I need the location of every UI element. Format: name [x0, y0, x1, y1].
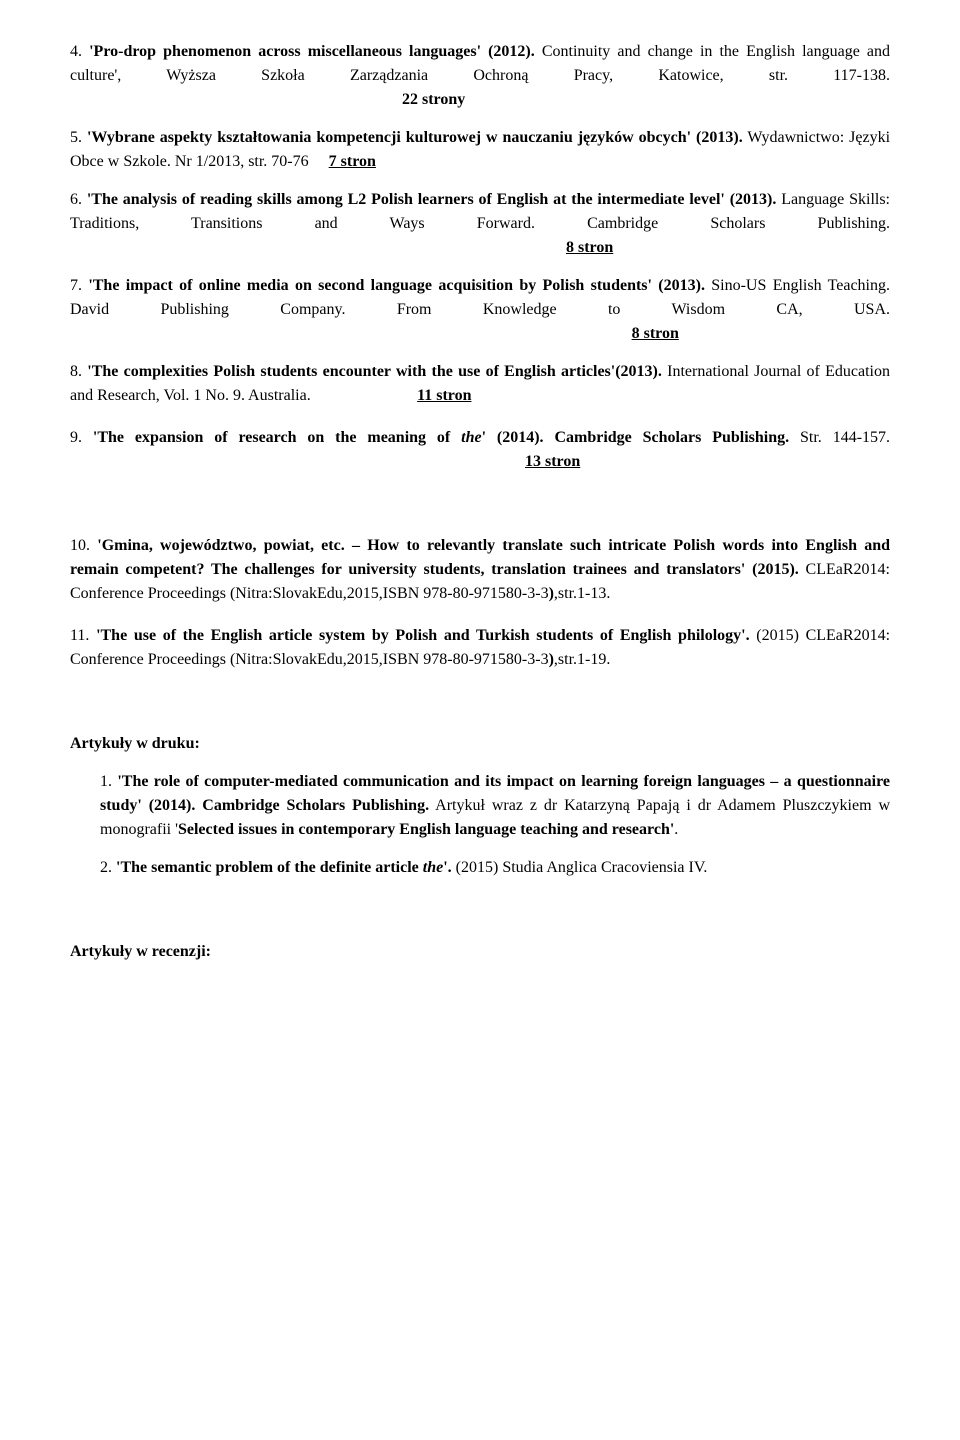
entry-title: 'Gmina, województwo, powiat, etc. – How … [70, 537, 890, 578]
entry-5: 5. 'Wybrane aspekty kształtowania kompet… [70, 126, 890, 174]
li-num: 2. [100, 859, 112, 876]
druku-item-2: 2. 'The semantic problem of the definite… [100, 856, 890, 880]
entry-tail: 11 stron [417, 387, 471, 404]
entry-title: 'The analysis of reading skills among L2… [87, 191, 777, 208]
druku-item-1: 1. 'The role of computer-mediated commun… [100, 770, 890, 842]
li-rest-bold: Selected issues in contemporary English … [178, 821, 674, 838]
section-druku-heading: Artykuły w druku: [70, 732, 890, 756]
entry-rest: Str. 144-157. [789, 429, 890, 446]
li-rest: (2015) Studia Anglica Cracoviensia IV. [452, 859, 708, 876]
li-title-b: '. [443, 859, 451, 876]
li-the: the [423, 859, 443, 876]
entry-title: 'The impact of online media on second la… [88, 277, 705, 294]
entry-title: 'The use of the English article system b… [96, 627, 750, 644]
entry-title: 'The complexities Polish students encoun… [87, 363, 662, 380]
entry-tail: 7 stron [329, 153, 376, 170]
entry-num: 6. [70, 191, 82, 208]
entry-num: 8. [70, 363, 82, 380]
entry-title-b: ' (2014). Cambridge Scholars Publishing. [482, 429, 790, 446]
entry-num: 11. [70, 627, 89, 644]
entry-title-a: 'The expansion of research on the meanin… [93, 429, 461, 446]
entry-tail: 8 stron [632, 325, 679, 342]
entry-10: 10. 'Gmina, województwo, powiat, etc. – … [70, 534, 890, 606]
entry-the: the [461, 429, 481, 446]
li-rest-b: . [674, 821, 678, 838]
entry-rest-b: ,str.1-13. [554, 585, 610, 602]
entry-num: 9. [70, 429, 82, 446]
entry-6: 6. 'The analysis of reading skills among… [70, 188, 890, 260]
entry-9: 9. 'The expansion of research on the mea… [70, 426, 890, 474]
druku-list: 1. 'The role of computer-mediated commun… [70, 770, 890, 880]
entry-8: 8. 'The complexities Polish students enc… [70, 360, 890, 408]
entry-7: 7. 'The impact of online media on second… [70, 274, 890, 346]
entry-tail: 13 stron [525, 453, 580, 470]
entry-title: 'Wybrane aspekty kształtowania kompetenc… [87, 129, 743, 146]
entry-tail: 22 strony [402, 91, 465, 108]
entry-num: 7. [70, 277, 82, 294]
li-num: 1. [100, 773, 112, 790]
entry-11: 11. 'The use of the English article syst… [70, 624, 890, 672]
entry-num: 10. [70, 537, 90, 554]
entry-title: 'Pro-drop phenomenon across miscellaneou… [89, 43, 535, 60]
entry-num: 5. [70, 129, 82, 146]
entry-num: 4. [70, 43, 82, 60]
li-title-a: 'The semantic problem of the definite ar… [116, 859, 423, 876]
entry-tail: 8 stron [566, 239, 613, 256]
section-recenzji-heading: Artykuły w recenzji: [70, 940, 890, 964]
entry-rest-b: ,str.1-19. [554, 651, 610, 668]
entry-4: 4. 'Pro-drop phenomenon across miscellan… [70, 40, 890, 112]
